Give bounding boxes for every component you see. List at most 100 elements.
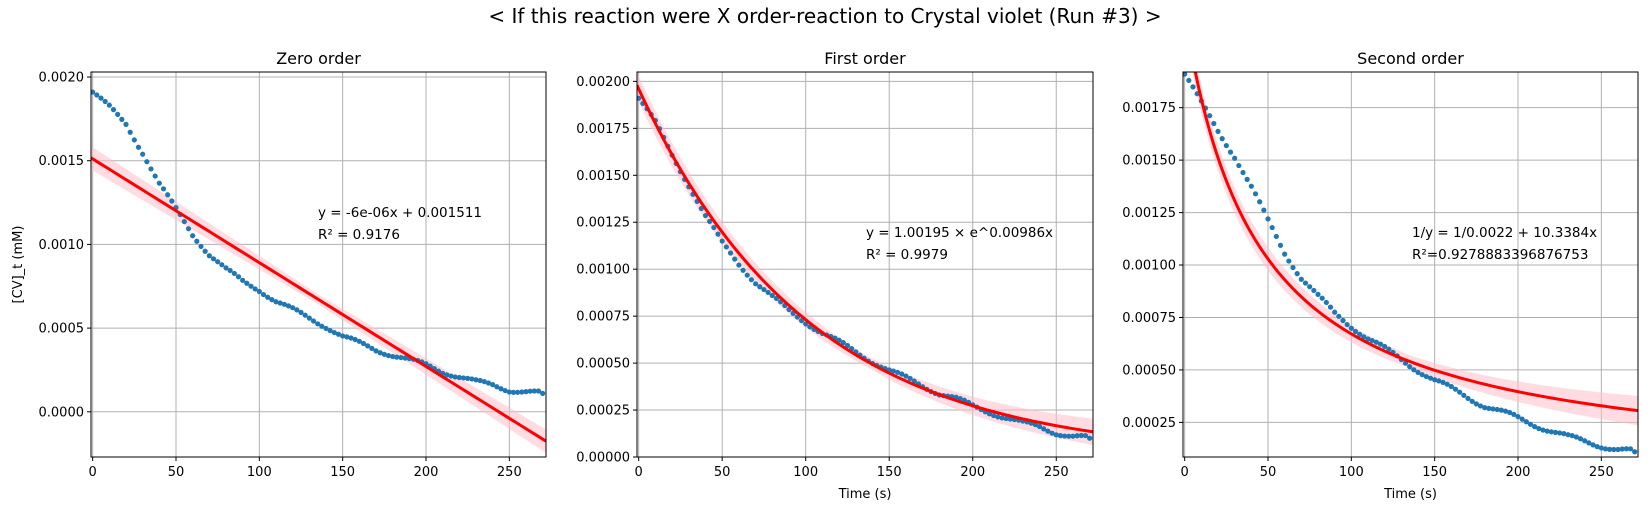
data-point	[1632, 449, 1638, 455]
data-point	[1257, 199, 1263, 205]
y-tick-label: 0.00050	[1122, 363, 1176, 378]
data-point	[1045, 428, 1051, 434]
data-point	[744, 272, 750, 278]
data-point	[1607, 446, 1613, 452]
data-point	[202, 248, 208, 254]
data-point	[1327, 304, 1334, 310]
x-tick-label: 50	[168, 465, 185, 480]
data-point	[531, 388, 537, 394]
data-point	[1490, 406, 1496, 412]
data-point	[1586, 440, 1592, 446]
data-point	[1461, 392, 1467, 398]
x-tick-label: 100	[1339, 465, 1364, 480]
data-point	[757, 284, 763, 290]
data-point	[1365, 336, 1371, 342]
data-point	[444, 372, 450, 378]
data-point	[1407, 364, 1413, 370]
data-point	[252, 286, 258, 292]
data-point	[398, 354, 404, 361]
data-point	[1307, 284, 1313, 290]
data-point	[115, 111, 121, 117]
data-point	[1415, 369, 1421, 376]
data-point	[1223, 142, 1229, 149]
data-point	[732, 256, 738, 262]
data-point	[1319, 295, 1325, 301]
data-point	[761, 286, 767, 293]
data-point	[144, 159, 150, 165]
data-point	[1273, 233, 1279, 240]
data-point	[1369, 337, 1375, 344]
data-point	[456, 374, 462, 381]
data-point	[1427, 375, 1434, 381]
data-point	[1486, 405, 1492, 411]
data-point	[477, 377, 483, 384]
data-point	[1236, 162, 1242, 169]
data-point	[381, 351, 387, 357]
y-axis-label: [CV]_t (mM)	[11, 226, 26, 304]
data-point	[844, 342, 851, 349]
data-point	[1357, 331, 1363, 337]
data-point	[102, 98, 108, 105]
y-tick-label: 0.00075	[576, 310, 630, 325]
data-point	[723, 244, 729, 250]
data-point	[1623, 446, 1629, 452]
chart-title: Second order	[1357, 49, 1464, 68]
chart-panel-3: 0 50 100 150 200 250 0.00025 0.00050 0.00075 0.00…	[1122, 49, 1639, 502]
data-point	[310, 318, 317, 324]
data-point	[1066, 433, 1072, 439]
y-tick-label: 0.00150	[1122, 154, 1176, 169]
data-point	[1344, 321, 1350, 328]
data-point	[1336, 313, 1342, 319]
data-point	[1386, 346, 1392, 352]
y-tick-label: 0.00000	[576, 451, 630, 466]
y-tick-label: 0.00025	[576, 404, 630, 419]
data-point	[1036, 423, 1043, 430]
data-point	[1515, 413, 1521, 420]
data-point	[1536, 425, 1542, 432]
data-point	[91, 89, 96, 95]
y-tick-label: 0.00075	[1122, 311, 1176, 326]
x-tick-label: 150	[1422, 465, 1447, 480]
figure-title: < If this reaction were X order-reaction…	[488, 4, 1162, 28]
data-point	[260, 291, 267, 298]
data-point	[1215, 128, 1221, 134]
axes-frame	[90, 71, 547, 458]
y-tick-label: 0.00125	[1122, 206, 1176, 221]
data-point	[1227, 149, 1234, 155]
data-point	[1598, 445, 1604, 451]
x-tick-label: 50	[1260, 465, 1277, 480]
data-point	[1482, 405, 1488, 411]
data-point	[285, 303, 292, 309]
fit-equation: 1/y = 1/0.0022 + 10.3384x	[1412, 225, 1597, 241]
data-point	[244, 280, 250, 286]
data-point	[1361, 334, 1367, 340]
data-point	[907, 375, 913, 382]
chart-title: Zero order	[276, 49, 361, 68]
x-tick-label: 250	[497, 465, 522, 480]
data-point	[152, 173, 158, 179]
x-axis-label: Time (s)	[838, 487, 892, 502]
y-tick-label: 0.0020	[39, 71, 85, 86]
data-point	[1594, 444, 1600, 450]
data-point	[515, 389, 521, 395]
data-point	[256, 288, 262, 295]
data-point	[1078, 432, 1084, 439]
data-point	[169, 198, 175, 204]
data-point	[331, 329, 337, 336]
data-point	[986, 411, 993, 417]
data-point	[473, 377, 479, 383]
data-point	[527, 388, 533, 394]
data-point	[1340, 317, 1346, 324]
x-tick-label: 100	[793, 465, 818, 480]
data-point	[385, 352, 392, 359]
y-tick-label: 0.00150	[576, 169, 630, 184]
data-point	[302, 312, 308, 318]
data-point	[460, 375, 467, 381]
data-point	[1183, 72, 1188, 77]
data-point	[485, 380, 492, 386]
data-point	[156, 180, 162, 186]
data-point	[1049, 430, 1055, 436]
data-point	[1615, 446, 1621, 453]
data-point	[999, 415, 1005, 421]
